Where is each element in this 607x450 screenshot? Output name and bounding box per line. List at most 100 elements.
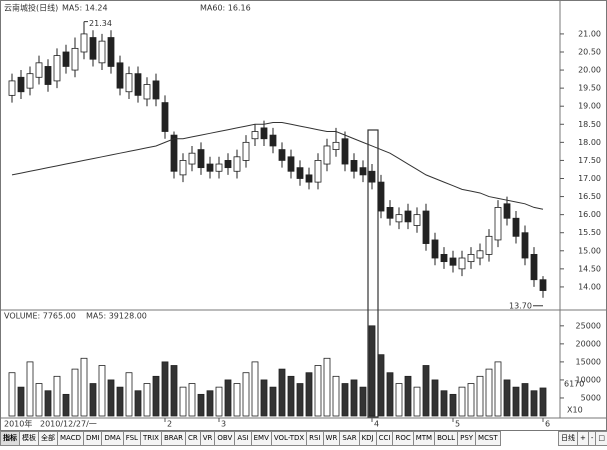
- y-tick-label: 17.50: [578, 156, 601, 165]
- volume-title: VOLUME: 7765.00: [4, 312, 76, 321]
- volume-bar: [458, 386, 466, 417]
- toolbar-tab[interactable]: MACD: [57, 431, 84, 446]
- candle-body: [422, 210, 430, 244]
- toolbar-tab[interactable]: PSY: [457, 431, 477, 446]
- candle-body: [17, 76, 25, 93]
- y-tick-label: 20.00: [578, 66, 601, 75]
- volume-bar: [323, 357, 331, 417]
- candle-body: [296, 167, 304, 179]
- volume-bar: [125, 372, 133, 417]
- candle-body: [314, 160, 322, 183]
- y-tick-label: 18.50: [578, 120, 601, 129]
- candle-body: [521, 232, 529, 259]
- candle-body: [395, 214, 403, 223]
- toolbar-tab[interactable]: WR: [322, 431, 341, 446]
- toolbar-tab[interactable]: VR: [199, 431, 216, 446]
- volume-bar: [89, 383, 97, 417]
- candle-body: [539, 279, 547, 291]
- volume-bar: [107, 379, 115, 417]
- volume-bar: [179, 386, 187, 417]
- volume-bar: [188, 383, 196, 417]
- volume-bar: [530, 390, 538, 417]
- candle-body: [377, 181, 385, 212]
- candle-body: [26, 73, 34, 89]
- volume-bar: [287, 375, 295, 417]
- toolbar-tab[interactable]: 模板: [19, 431, 39, 446]
- candle-body: [449, 257, 457, 266]
- toolbar-tab[interactable]: □: [595, 431, 607, 446]
- candle-body: [476, 250, 484, 259]
- candle-body: [287, 156, 295, 172]
- volume-bar: [467, 383, 475, 417]
- toolbar-tab[interactable]: CR: [185, 431, 201, 446]
- candle-body: [53, 55, 61, 82]
- candle-body: [161, 102, 169, 132]
- toolbar-tab[interactable]: DMI: [82, 431, 103, 446]
- volume-bar: [359, 386, 367, 417]
- volume-bar: [26, 361, 34, 417]
- volume-bar: [152, 375, 160, 417]
- toolbar-tab[interactable]: RSI: [306, 431, 324, 446]
- toolbar-tab[interactable]: 指标: [0, 431, 20, 446]
- candle-body: [143, 84, 151, 100]
- toolbar-tab[interactable]: OBV: [214, 431, 236, 446]
- volume-bar: [296, 383, 304, 417]
- volume-bar: [377, 354, 385, 417]
- volume-bar: [215, 386, 223, 417]
- y-tick-label: 16.00: [578, 210, 601, 219]
- toolbar-tab[interactable]: MTM: [412, 431, 436, 446]
- toolbar-tab[interactable]: ASI: [234, 431, 252, 446]
- candle-body: [260, 127, 268, 140]
- volume-bar: [80, 357, 88, 417]
- candle-body: [179, 160, 187, 176]
- toolbar-tab[interactable]: MCST: [475, 431, 501, 446]
- candle-body: [62, 51, 70, 67]
- volume-bar: [395, 383, 403, 417]
- y-tick-label: 15.00: [578, 246, 601, 255]
- toolbar-tab[interactable]: 全部: [38, 431, 58, 446]
- volume-bar: [485, 368, 493, 417]
- spacer: [500, 431, 558, 446]
- toolbar-tab[interactable]: BRAR: [160, 431, 186, 446]
- volume-bar: [134, 390, 142, 417]
- candle-body: [197, 149, 205, 169]
- volume-bar: [143, 383, 151, 417]
- toolbar-tab[interactable]: ROC: [392, 431, 414, 446]
- toolbar-tab[interactable]: TRIX: [139, 431, 162, 446]
- volume-legend: MA5: 39128.00: [86, 312, 147, 321]
- x-tick-label: 4: [374, 420, 379, 429]
- volume-bar: [332, 375, 340, 417]
- volume-side-label: 6170: [564, 380, 584, 389]
- volume-tick-label: 10000: [576, 375, 601, 384]
- volume-bar: [251, 361, 259, 417]
- candle-body: [242, 141, 250, 161]
- toolbar-tab[interactable]: DMA: [101, 431, 124, 446]
- toolbar-tab[interactable]: 日线: [557, 431, 578, 446]
- candle-body: [224, 160, 232, 169]
- volume-bar: [386, 372, 394, 417]
- toolbar-tab[interactable]: VOL-TDX: [270, 431, 308, 446]
- candle-body: [278, 149, 286, 161]
- volume-bar: [440, 390, 448, 417]
- volume-bar: [404, 375, 412, 417]
- candle-body: [80, 33, 88, 53]
- volume-bar: [170, 365, 178, 417]
- toolbar-tab[interactable]: KDJ: [358, 431, 377, 446]
- cursor-date: 2010/12/27/一: [40, 420, 97, 429]
- candle-body: [89, 37, 97, 60]
- x-tick-label: 2: [167, 420, 172, 429]
- toolbar-tab[interactable]: BOLL: [434, 431, 459, 446]
- toolbar-tab[interactable]: FSL: [122, 431, 141, 446]
- candle-body: [386, 207, 394, 219]
- candle-body: [332, 141, 340, 150]
- toolbar-tab[interactable]: SAR: [339, 431, 360, 446]
- toolbar-tab[interactable]: EMV: [250, 431, 272, 446]
- volume-bar: [98, 365, 106, 417]
- y-tick-label: 21.00: [578, 29, 601, 38]
- volume-bar: [413, 386, 421, 417]
- y-tick-label: 20.50: [578, 47, 601, 56]
- volume-bar: [503, 379, 511, 417]
- toolbar-tab[interactable]: CCI: [375, 431, 394, 446]
- volume-bar: [368, 325, 376, 417]
- volume-bar: [17, 386, 25, 417]
